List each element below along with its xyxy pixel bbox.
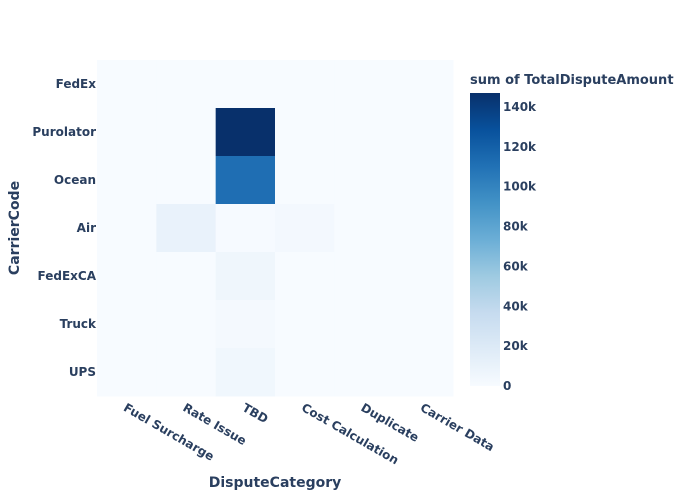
colorbar <box>470 93 500 386</box>
y-tick-label: Ocean <box>54 173 96 187</box>
heatmap-cell <box>334 108 395 157</box>
heatmap-cell <box>97 60 157 109</box>
heatmap-cell <box>97 348 157 397</box>
x-tick-label: Cost Calculation <box>299 400 401 467</box>
heatmap-cell <box>215 156 276 205</box>
y-tick-label: Truck <box>60 317 97 331</box>
heatmap-cell <box>393 300 454 349</box>
heatmap-cell <box>393 252 454 301</box>
heatmap-cell <box>275 252 335 301</box>
y-axis-title: CarrierCode <box>7 181 23 275</box>
colorbar-tick-label: 120k <box>503 140 537 154</box>
y-axis-ticks: FedEx Purolator Ocean Air FedExCA Truck UPS <box>32 77 97 379</box>
heatmap-cell <box>156 348 217 397</box>
heatmap-cell <box>334 252 395 301</box>
colorbar-tick-label: 100k <box>503 180 537 194</box>
heatmap-cells <box>97 60 454 397</box>
heatmap-cell <box>275 60 335 109</box>
colorbar-tick-label: 80k <box>503 220 529 234</box>
heatmap-cell <box>156 60 217 109</box>
heatmap-cell <box>393 60 454 109</box>
heatmap-cell <box>215 204 276 253</box>
heatmap-cell <box>97 252 157 301</box>
colorbar-tick-label: 140k <box>503 100 537 114</box>
y-tick-label: Air <box>77 221 96 235</box>
heatmap-cell <box>156 156 217 205</box>
colorbar-tick-label: 40k <box>503 299 529 313</box>
x-tick-label: TBD <box>240 400 271 426</box>
y-tick-label: Purolator <box>32 125 96 139</box>
heatmap-cell <box>275 108 335 157</box>
heatmap-cell <box>215 348 276 397</box>
heatmap-cell <box>393 156 454 205</box>
heatmap-cell <box>156 300 217 349</box>
y-tick-label: FedExCA <box>38 269 97 283</box>
heatmap-cell <box>393 204 454 253</box>
heatmap-cell <box>156 204 217 253</box>
heatmap-cell <box>97 300 157 349</box>
heatmap-cell <box>334 348 395 397</box>
colorbar-title: sum of TotalDisputeAmount <box>470 73 674 88</box>
heatmap-cell <box>215 300 276 349</box>
y-tick-label: FedEx <box>56 77 97 91</box>
heatmap-cell <box>275 156 335 205</box>
heatmap-cell <box>393 348 454 397</box>
colorbar-tick-label: 0 <box>503 379 511 393</box>
heatmap-cell <box>97 156 157 205</box>
heatmap-cell <box>334 204 395 253</box>
colorbar-tick-label: 20k <box>503 339 529 353</box>
colorbar-tick-label: 60k <box>503 259 529 273</box>
heatmap-cell <box>156 108 217 157</box>
heatmap-cell <box>215 108 276 157</box>
heatmap-cell <box>215 60 276 109</box>
y-tick-label: UPS <box>69 365 96 379</box>
heatmap-cell <box>393 108 454 157</box>
x-tick-label: Carrier Data <box>418 400 497 454</box>
heatmap-cell <box>97 204 157 253</box>
heatmap-cell <box>334 156 395 205</box>
heatmap-cell <box>334 60 395 109</box>
x-axis-title: DisputeCategory <box>209 475 342 491</box>
heatmap-cell <box>334 300 395 349</box>
heatmap-cell <box>97 108 157 157</box>
heatmap-cell <box>215 252 276 301</box>
heatmap-cell <box>275 204 335 253</box>
heatmap-cell <box>275 300 335 349</box>
heatmap-cell <box>156 252 217 301</box>
heatmap-cell <box>275 348 335 397</box>
colorbar-ticks: 0 20k 40k 60k 80k 100k 120k 140k <box>503 100 537 393</box>
